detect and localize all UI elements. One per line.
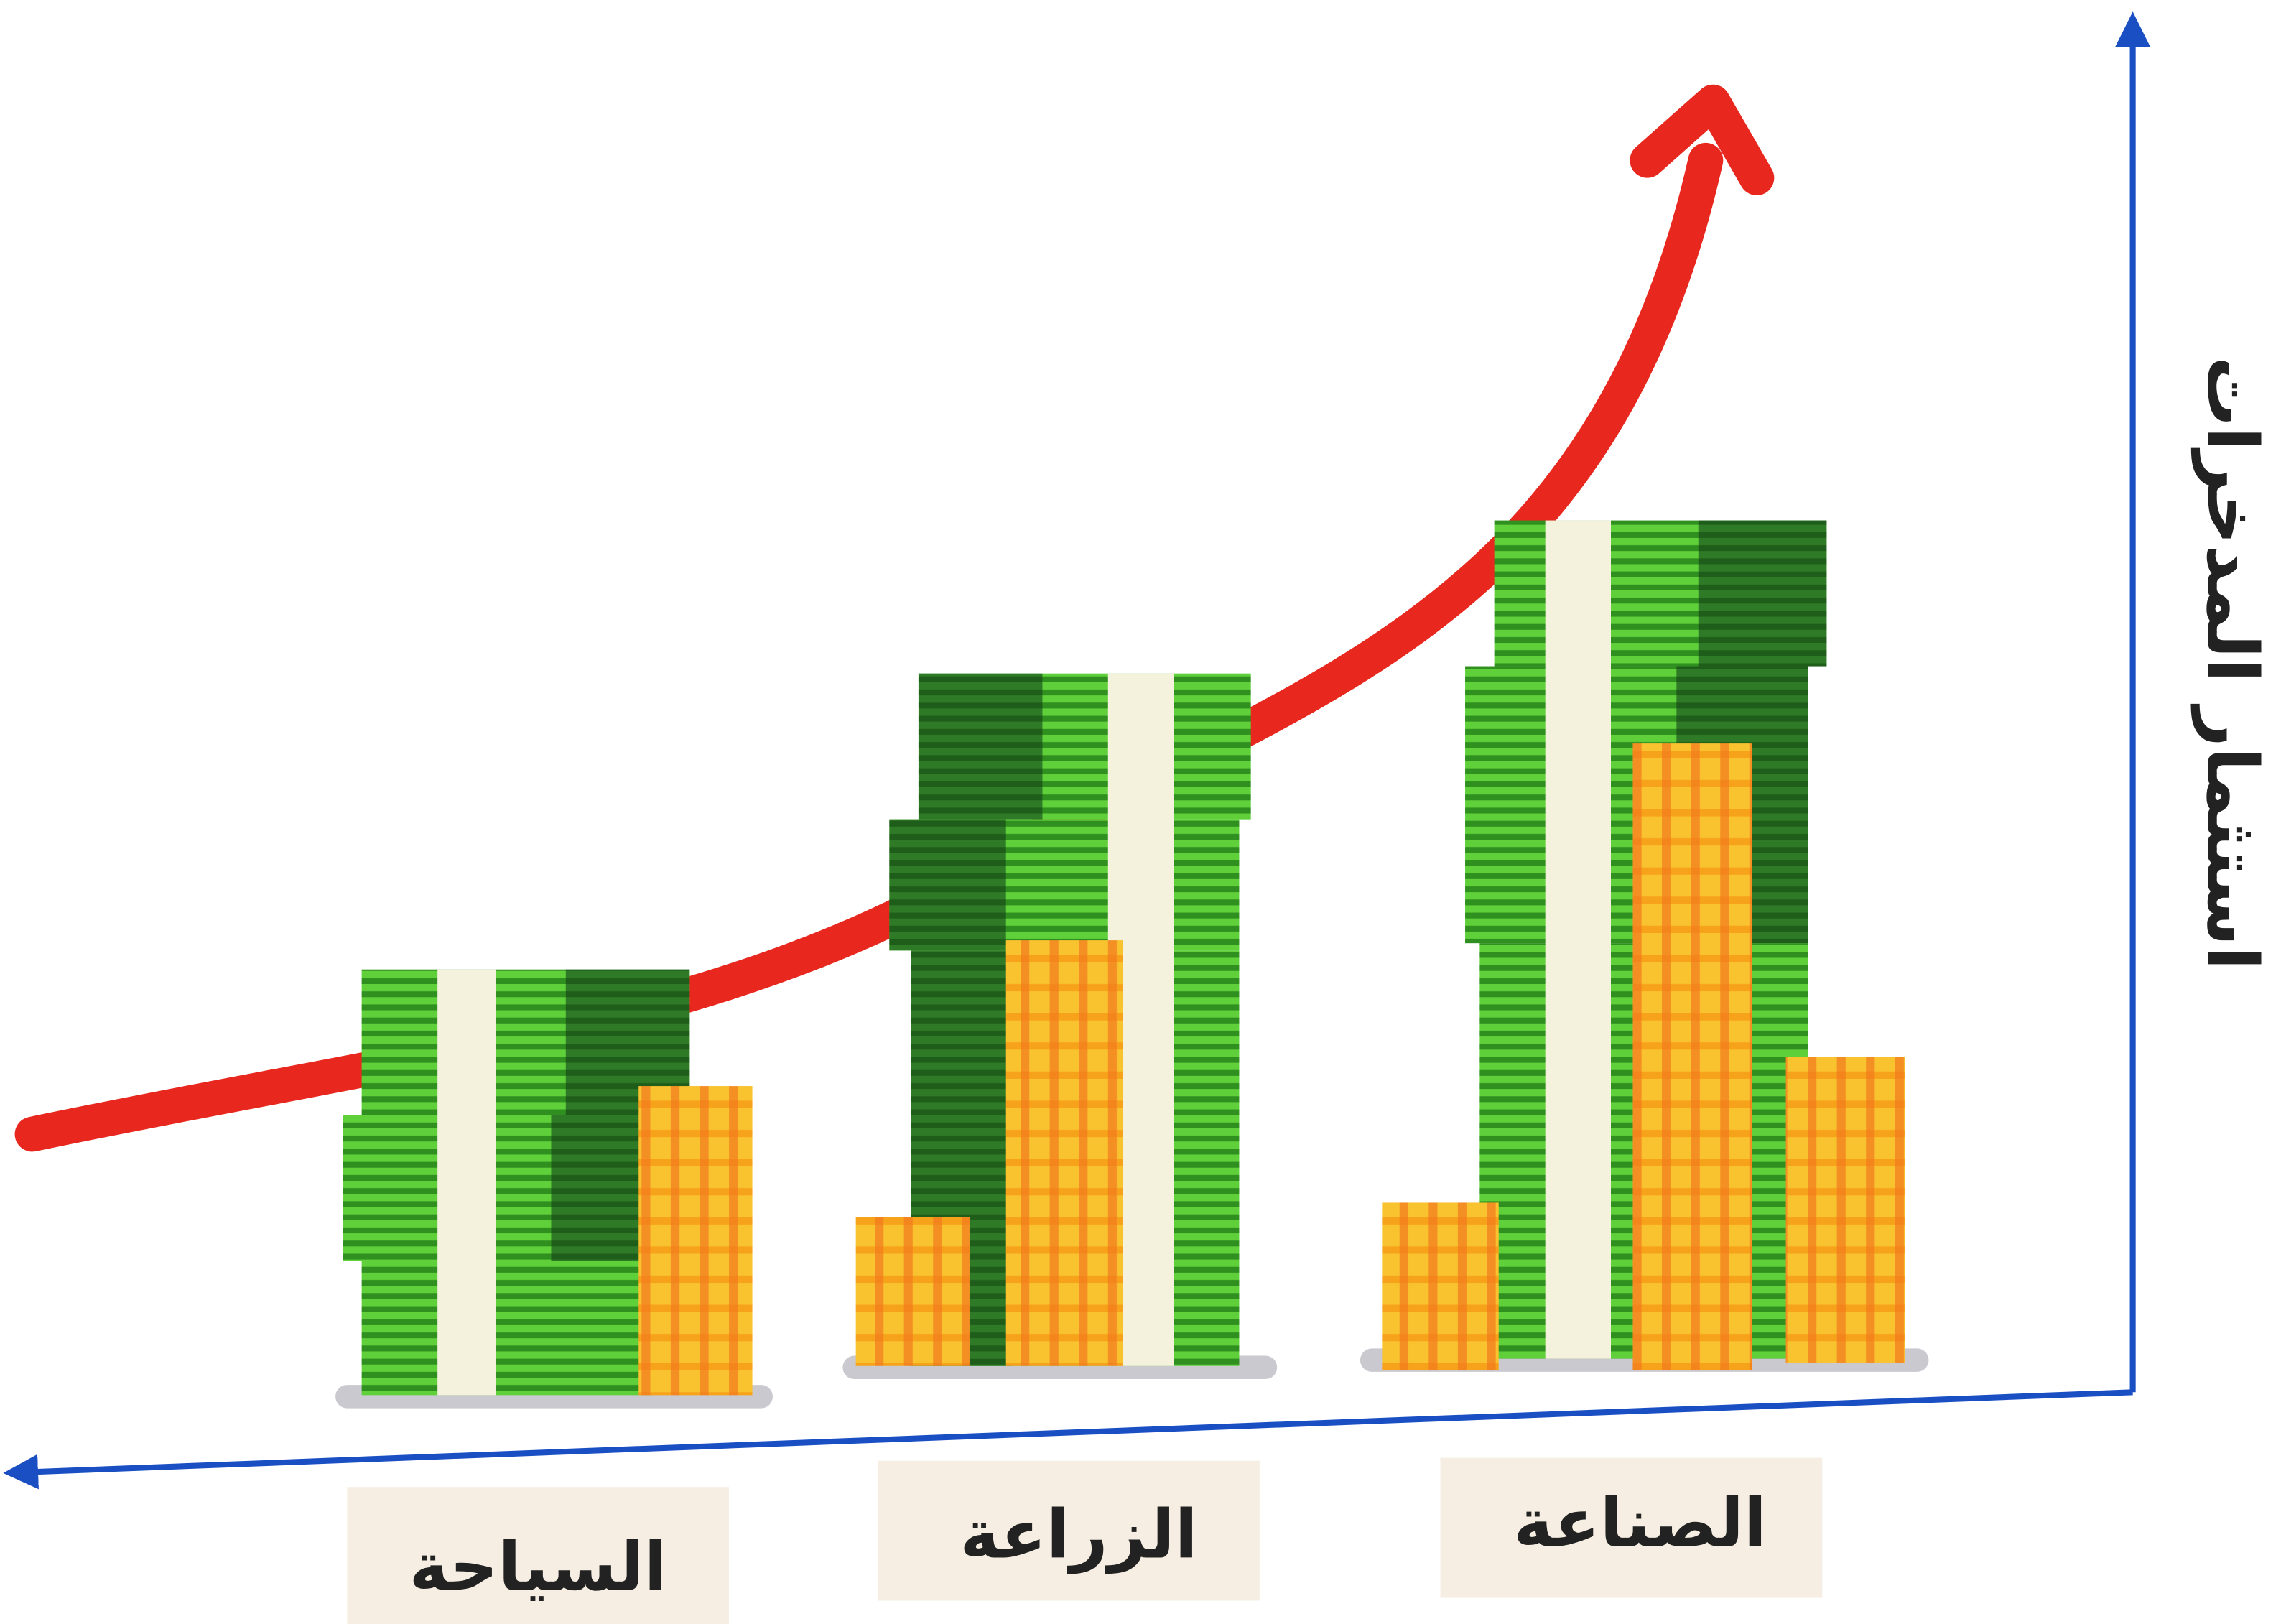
money-stack-industry <box>1382 520 1905 1370</box>
category-label: السياحة <box>409 1528 667 1606</box>
y-axis-label: استثمار المدخرات <box>2191 356 2273 970</box>
label-box <box>347 1487 730 1624</box>
category-label: الزراعة <box>960 1496 1198 1574</box>
x-axis <box>3 1389 2133 1490</box>
label-box <box>878 1460 1260 1601</box>
category-label: الصناعة <box>1513 1484 1767 1562</box>
label-box <box>1440 1457 1823 1598</box>
money-stack-tourism <box>343 969 753 1396</box>
money-stack-agriculture <box>855 673 1251 1366</box>
